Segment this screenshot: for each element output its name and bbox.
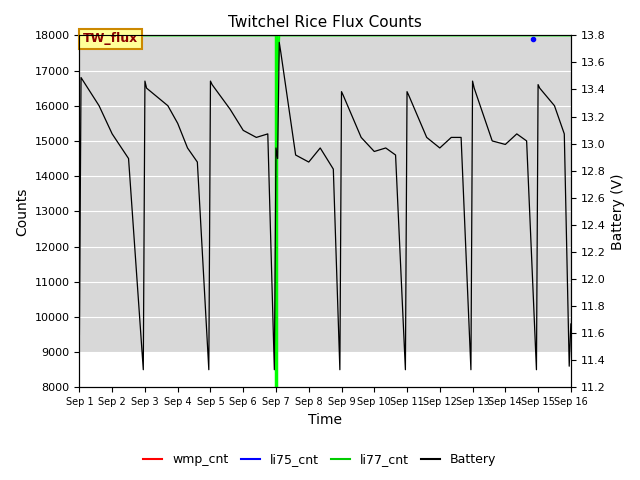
Text: TW_flux: TW_flux <box>83 32 138 46</box>
Y-axis label: Counts: Counts <box>15 187 29 236</box>
Legend: wmp_cnt, li75_cnt, li77_cnt, Battery: wmp_cnt, li75_cnt, li77_cnt, Battery <box>138 448 502 471</box>
Title: Twitchel Rice Flux Counts: Twitchel Rice Flux Counts <box>228 15 422 30</box>
Y-axis label: Battery (V): Battery (V) <box>611 173 625 250</box>
Bar <box>79 36 571 352</box>
X-axis label: Time: Time <box>308 413 342 427</box>
